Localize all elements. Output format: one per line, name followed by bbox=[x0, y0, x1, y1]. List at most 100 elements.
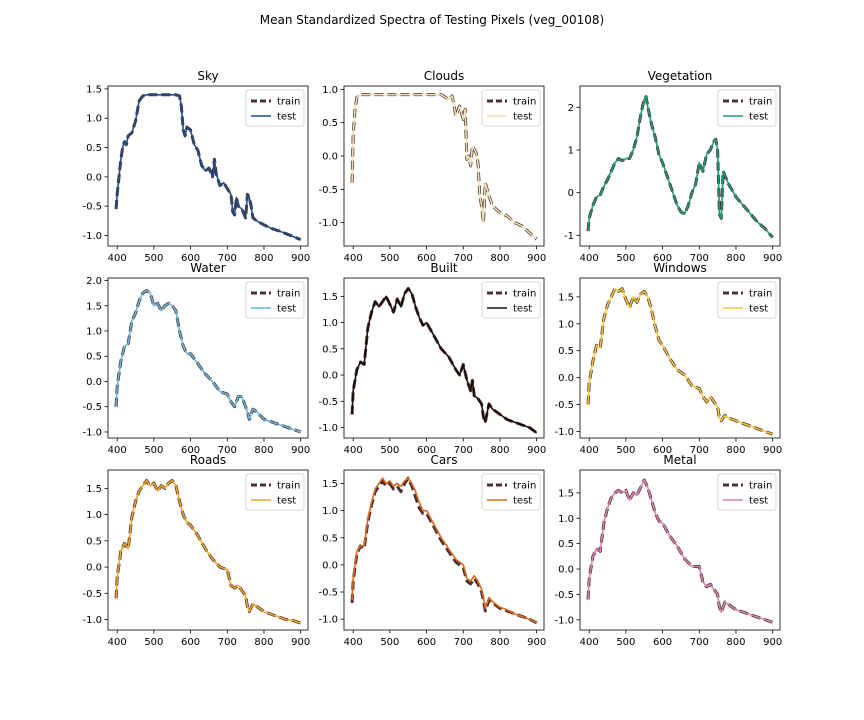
y-tick-label-windows-1.5: 1.5 bbox=[558, 292, 574, 303]
y-tick-label-sky-1: 1.0 bbox=[86, 114, 102, 125]
y-tick-label-windows--1: -1.0 bbox=[554, 427, 574, 438]
x-tick-label-water-900: 900 bbox=[291, 445, 310, 456]
x-tick-label-windows-700: 700 bbox=[690, 445, 709, 456]
legend-label-cars-train: train bbox=[513, 481, 536, 492]
y-tick-label-metal-1.5: 1.5 bbox=[558, 488, 574, 499]
x-tick-label-sky-400: 400 bbox=[108, 253, 127, 264]
figure-title: Mean Standardized Spectra of Testing Pix… bbox=[260, 13, 604, 27]
y-tick-label-windows-0.5: 0.5 bbox=[558, 346, 574, 357]
x-tick-label-metal-800: 800 bbox=[726, 637, 745, 648]
y-tick-label-cars--0.5: -0.5 bbox=[318, 588, 338, 599]
y-tick-label-clouds--1: -1.0 bbox=[318, 218, 338, 229]
subplot-title-water: Water bbox=[190, 261, 226, 275]
x-tick-label-windows-400: 400 bbox=[580, 445, 599, 456]
legend-label-metal-train: train bbox=[749, 481, 772, 492]
legend-label-sky-test: test bbox=[277, 112, 296, 123]
y-tick-label-built-0: 0.0 bbox=[322, 371, 338, 382]
x-tick-label-windows-900: 900 bbox=[763, 445, 782, 456]
x-tick-label-clouds-500: 500 bbox=[380, 253, 399, 264]
y-tick-label-sky-0.5: 0.5 bbox=[86, 143, 102, 154]
y-tick-label-metal-0: 0.0 bbox=[558, 565, 574, 576]
y-tick-label-metal-1: 1.0 bbox=[558, 514, 574, 525]
y-tick-label-sky-1.5: 1.5 bbox=[86, 84, 102, 95]
subplot-title-vegetation: Vegetation bbox=[648, 69, 713, 83]
x-tick-label-cars-900: 900 bbox=[527, 637, 546, 648]
y-tick-label-cars--1: -1.0 bbox=[318, 615, 338, 626]
x-tick-label-built-400: 400 bbox=[344, 445, 363, 456]
x-tick-label-built-500: 500 bbox=[380, 445, 399, 456]
series-line-roads-test bbox=[115, 479, 301, 624]
y-tick-label-vegetation--1: -1 bbox=[564, 231, 574, 242]
x-tick-label-metal-400: 400 bbox=[580, 637, 599, 648]
axes-frame-roads bbox=[107, 469, 309, 631]
series-line-windows-test bbox=[587, 287, 773, 435]
axes-frame-built bbox=[343, 277, 545, 439]
x-tick-label-clouds-400: 400 bbox=[344, 253, 363, 264]
y-tick-label-water--1: -1.0 bbox=[82, 427, 102, 438]
y-tick-label-windows--0.5: -0.5 bbox=[554, 400, 574, 411]
y-tick-label-cars-1: 1.0 bbox=[322, 506, 338, 517]
y-tick-label-water-1: 1.0 bbox=[86, 326, 102, 337]
x-tick-label-windows-600: 600 bbox=[653, 445, 672, 456]
x-tick-label-cars-400: 400 bbox=[344, 637, 363, 648]
subplot-title-windows: Windows bbox=[653, 261, 707, 275]
subplot-vegetation: Vegetation 400 500 600 700 800 900 -1 0 1 2 train te… bbox=[564, 69, 782, 264]
y-tick-label-metal--1: -1.0 bbox=[554, 615, 574, 626]
y-tick-label-water-0.5: 0.5 bbox=[86, 352, 102, 363]
x-tick-label-cars-500: 500 bbox=[380, 637, 399, 648]
subplot-windows: Windows 400 500 600 700 800 900 -1.0 -0.5 0.0 0.5 1… bbox=[554, 261, 782, 456]
x-tick-label-sky-800: 800 bbox=[254, 253, 273, 264]
subplot-cars: Cars 400 500 600 700 800 900 -1.0 -0.5 0.0 0.5 1.0 1… bbox=[318, 453, 546, 648]
x-tick-label-roads-400: 400 bbox=[108, 637, 127, 648]
x-tick-label-water-600: 600 bbox=[181, 445, 200, 456]
y-tick-label-roads--0.5: -0.5 bbox=[82, 589, 102, 600]
subplot-title-metal: Metal bbox=[663, 453, 696, 467]
y-tick-label-built-1: 1.0 bbox=[322, 318, 338, 329]
x-tick-label-roads-700: 700 bbox=[218, 637, 237, 648]
x-tick-label-built-800: 800 bbox=[490, 445, 509, 456]
y-tick-label-cars-0: 0.0 bbox=[322, 560, 338, 571]
axes-frame-clouds bbox=[343, 85, 545, 247]
y-tick-label-built--0.5: -0.5 bbox=[318, 397, 338, 408]
x-tick-label-metal-500: 500 bbox=[616, 637, 635, 648]
x-tick-label-clouds-700: 700 bbox=[454, 253, 473, 264]
y-tick-label-built-1.5: 1.5 bbox=[322, 292, 338, 303]
x-tick-label-windows-800: 800 bbox=[726, 445, 745, 456]
y-tick-label-clouds-1: 1.0 bbox=[322, 85, 338, 96]
legend-label-water-test: test bbox=[277, 304, 296, 315]
legend-label-vegetation-train: train bbox=[749, 97, 772, 108]
x-tick-label-water-800: 800 bbox=[254, 445, 273, 456]
legend-windows bbox=[717, 281, 777, 319]
legend-label-metal-test: test bbox=[749, 496, 768, 507]
legend-label-clouds-test: test bbox=[513, 112, 532, 123]
x-tick-label-cars-700: 700 bbox=[454, 637, 473, 648]
x-tick-label-water-700: 700 bbox=[218, 445, 237, 456]
subplot-roads: Roads 400 500 600 700 800 900 -1.0 -0.5 0.0 0.5 1.0… bbox=[82, 453, 310, 648]
axes-frame-windows bbox=[579, 277, 781, 439]
legend-metal bbox=[717, 473, 777, 511]
x-tick-label-vegetation-700: 700 bbox=[690, 253, 709, 264]
legend-label-water-train: train bbox=[277, 289, 300, 300]
y-tick-label-vegetation-2: 2 bbox=[568, 103, 574, 114]
y-tick-label-windows-1: 1.0 bbox=[558, 319, 574, 330]
legend-roads bbox=[245, 473, 305, 511]
axes-frame-vegetation bbox=[579, 85, 781, 247]
x-tick-label-windows-500: 500 bbox=[616, 445, 635, 456]
y-tick-label-roads-1.5: 1.5 bbox=[86, 484, 102, 495]
y-tick-label-sky--1: -1.0 bbox=[82, 231, 102, 242]
y-tick-label-built--1: -1.0 bbox=[318, 423, 338, 434]
x-tick-label-roads-800: 800 bbox=[254, 637, 273, 648]
x-tick-label-metal-700: 700 bbox=[690, 637, 709, 648]
legend-built bbox=[481, 281, 541, 319]
x-tick-label-roads-500: 500 bbox=[144, 637, 163, 648]
x-tick-label-built-900: 900 bbox=[527, 445, 546, 456]
subplot-title-clouds: Clouds bbox=[424, 69, 465, 83]
x-tick-label-vegetation-600: 600 bbox=[653, 253, 672, 264]
y-tick-label-cars-1.5: 1.5 bbox=[322, 479, 338, 490]
y-tick-label-vegetation-1: 1 bbox=[568, 146, 574, 157]
y-tick-label-sky--0.5: -0.5 bbox=[82, 202, 102, 213]
y-tick-label-roads--1: -1.0 bbox=[82, 615, 102, 626]
y-tick-label-windows-0: 0.0 bbox=[558, 373, 574, 384]
legend-sky bbox=[245, 89, 305, 127]
x-tick-label-cars-600: 600 bbox=[417, 637, 436, 648]
